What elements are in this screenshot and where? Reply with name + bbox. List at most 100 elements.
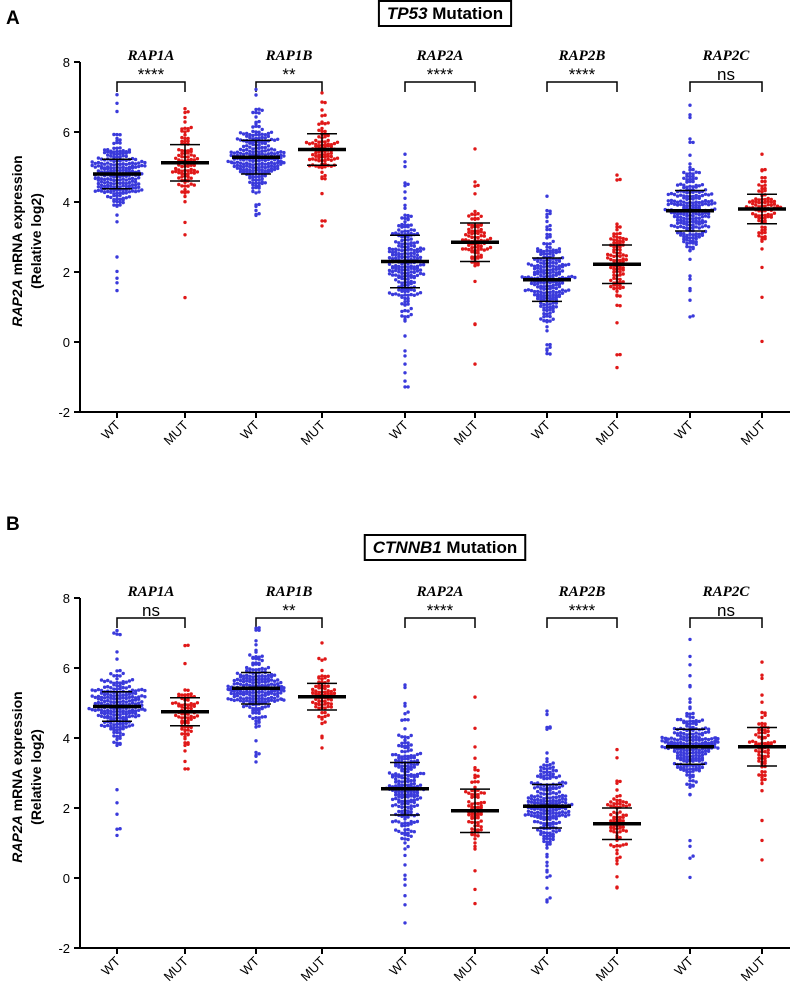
data-point xyxy=(557,785,562,789)
data-point xyxy=(186,127,190,131)
data-point xyxy=(406,805,410,810)
data-point xyxy=(760,700,764,704)
data-point xyxy=(406,296,410,301)
data-point xyxy=(688,712,692,716)
data-point xyxy=(760,693,764,697)
data-point xyxy=(697,184,701,188)
data-point xyxy=(112,717,116,721)
data-point xyxy=(400,268,404,272)
data-point xyxy=(470,246,474,250)
data-point xyxy=(248,145,252,149)
data-point xyxy=(99,708,104,713)
data-point xyxy=(473,841,477,845)
data-point xyxy=(694,183,698,188)
data-point xyxy=(542,275,546,279)
data-point xyxy=(545,898,549,902)
data-point xyxy=(96,178,101,182)
data-point xyxy=(557,266,562,271)
data-point xyxy=(412,251,416,256)
data-point xyxy=(406,767,410,771)
data-point xyxy=(706,737,711,742)
x-tick-label: WT xyxy=(386,417,411,442)
data-point xyxy=(189,167,193,172)
data-point xyxy=(127,148,132,152)
data-point xyxy=(688,298,692,302)
group-rap2b: RAP2B**** xyxy=(523,584,641,904)
data-point xyxy=(137,708,141,712)
data-point xyxy=(238,692,243,696)
data-point xyxy=(403,903,407,907)
data-point xyxy=(688,779,692,783)
data-point xyxy=(682,185,686,190)
data-point xyxy=(539,267,543,272)
data-point xyxy=(99,161,104,166)
data-point xyxy=(567,809,571,814)
data-point xyxy=(539,301,543,305)
data-point xyxy=(406,223,410,227)
data-point xyxy=(685,178,689,182)
data-point xyxy=(118,146,122,150)
y-tick-label: -2 xyxy=(58,941,70,956)
data-point xyxy=(545,846,549,850)
data-point xyxy=(669,736,674,740)
data-point xyxy=(760,225,764,229)
data-point xyxy=(238,673,243,677)
data-point xyxy=(90,163,94,168)
data-point xyxy=(118,668,122,673)
data-point xyxy=(615,843,619,848)
data-point xyxy=(121,680,125,684)
data-point xyxy=(703,192,708,196)
data-point xyxy=(545,312,549,316)
data-point xyxy=(102,162,107,166)
data-point xyxy=(127,709,132,713)
data-point xyxy=(691,757,695,761)
data-point xyxy=(124,696,128,701)
data-point xyxy=(618,231,622,236)
data-point xyxy=(415,269,420,273)
data-point xyxy=(195,157,200,161)
data-point xyxy=(694,731,698,735)
data-point xyxy=(276,694,280,698)
data-point xyxy=(682,221,686,226)
data-point xyxy=(99,678,104,682)
data-point xyxy=(479,791,483,795)
data-point xyxy=(254,93,258,97)
data-point xyxy=(109,700,113,704)
data-point xyxy=(473,362,477,366)
data-point xyxy=(400,294,404,298)
data-point xyxy=(317,122,321,126)
data-point xyxy=(697,216,701,221)
data-point xyxy=(96,185,101,189)
data-point xyxy=(412,270,416,275)
data-point xyxy=(691,719,695,724)
data-point xyxy=(124,184,128,189)
data-point xyxy=(545,308,549,313)
x-tick-label: WT xyxy=(98,953,123,978)
data-point xyxy=(226,697,230,701)
data-point xyxy=(406,799,410,803)
data-point xyxy=(307,157,312,162)
y-axis-label: RAP2A mRNA expression xyxy=(9,691,25,862)
data-point xyxy=(679,221,683,225)
data-point xyxy=(697,194,701,199)
data-point xyxy=(406,255,410,259)
data-point xyxy=(679,215,683,219)
data-point xyxy=(560,796,565,801)
data-point xyxy=(551,283,555,288)
data-point xyxy=(545,770,549,774)
data-point xyxy=(102,712,107,716)
data-point xyxy=(183,188,187,192)
data-point xyxy=(700,756,705,760)
data-point xyxy=(118,178,122,182)
data-point xyxy=(542,839,546,844)
data-point xyxy=(394,247,398,251)
data-point xyxy=(257,181,261,186)
data-point xyxy=(691,245,695,249)
data-point xyxy=(548,840,552,844)
data-point xyxy=(400,252,404,257)
data-point xyxy=(260,141,264,145)
data-point xyxy=(415,292,420,296)
data-point xyxy=(691,854,695,858)
data-point xyxy=(403,683,407,687)
data-point xyxy=(280,697,284,701)
